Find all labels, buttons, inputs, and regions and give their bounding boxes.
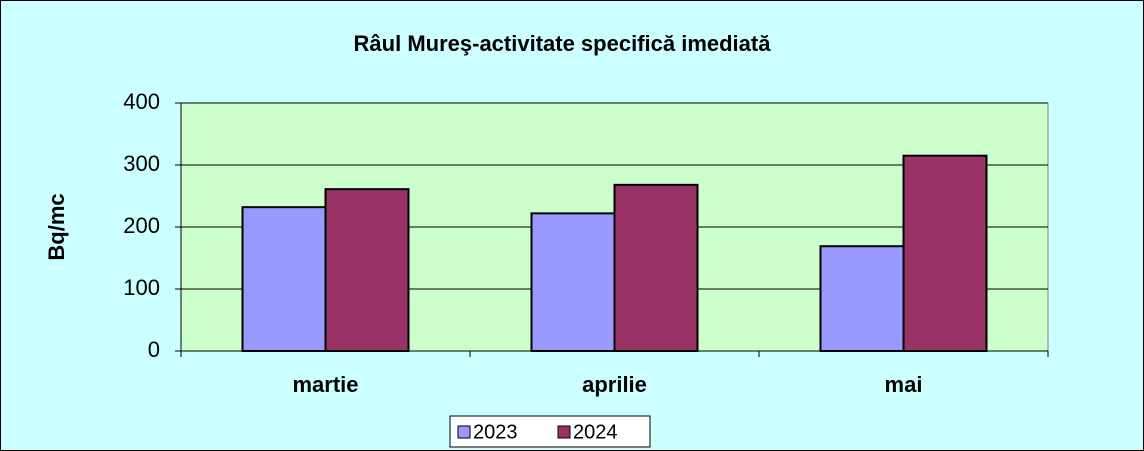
legend — [449, 415, 651, 448]
x-tick-label: martie — [292, 372, 358, 397]
y-tick-label: 0 — [148, 337, 160, 362]
bar — [613, 183, 699, 352]
x-tick-label: aprilie — [582, 372, 647, 397]
legend-swatch — [557, 425, 571, 439]
legend-label: 2023 — [473, 421, 518, 443]
y-axis-label: Bq/mc — [44, 193, 69, 260]
y-tick-label: 100 — [123, 275, 160, 300]
x-tick-label: mai — [885, 372, 923, 397]
chart-title: Râul Mureş-activitate specifică imediată — [354, 31, 772, 56]
bar — [241, 206, 327, 352]
y-tick-label: 200 — [123, 213, 160, 238]
legend-label: 2024 — [573, 421, 618, 443]
bar — [902, 154, 988, 352]
bar — [819, 245, 905, 352]
bar — [324, 188, 410, 352]
y-tick-label: 300 — [123, 151, 160, 176]
y-tick-label: 400 — [123, 89, 160, 114]
bar — [530, 212, 616, 352]
legend-swatch — [457, 425, 471, 439]
